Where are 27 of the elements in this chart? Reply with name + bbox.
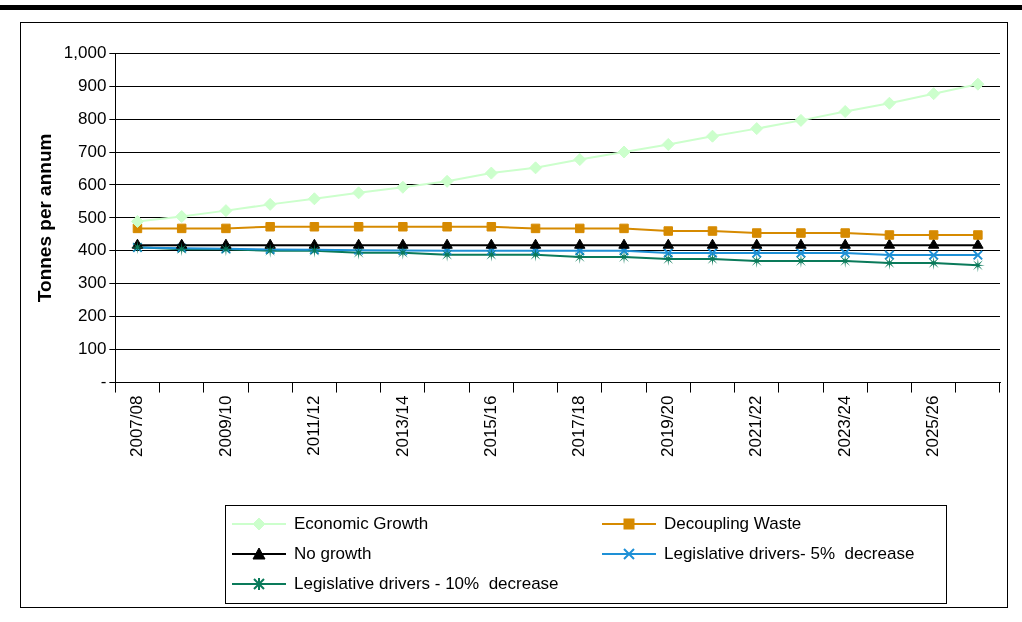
x-tick-label: 2023/24: [834, 395, 854, 457]
legend-label: Legislative drivers- 5% decrease: [664, 544, 915, 564]
legend-label: Decoupling Waste: [664, 514, 802, 534]
y-tick-label: 100: [77, 339, 107, 359]
y-tick-label: 300: [77, 273, 107, 293]
x-tick-label: 2025/26: [923, 395, 943, 457]
x-tick-label: 2007/08: [127, 395, 147, 457]
x-tick-label: 2017/18: [569, 395, 589, 457]
x-tick-label: 2015/16: [481, 395, 501, 457]
x-tick-label: 2013/14: [392, 395, 412, 457]
y-tick-label: 600: [77, 174, 107, 194]
y-tick-label: -: [100, 372, 107, 392]
y-tick-label: 800: [77, 108, 107, 128]
y-tick-label: 200: [77, 306, 107, 326]
x-tick-label: 2009/10: [215, 395, 235, 457]
y-axis-title: Tonnes per annum: [33, 133, 55, 303]
legend-label: No growth: [294, 544, 372, 564]
legend-label: Economic Growth: [294, 514, 429, 534]
x-tick-label: 2019/20: [657, 395, 677, 457]
y-tick-label: 1,000: [63, 42, 107, 62]
y-tick-label: 500: [77, 207, 107, 227]
x-tick-label: 2011/12: [304, 395, 324, 456]
y-tick-label: 700: [77, 141, 107, 161]
y-tick-label: 900: [77, 75, 107, 95]
legend-label: Legislative drivers - 10% decrease: [294, 574, 559, 594]
y-tick-label: 400: [77, 240, 107, 260]
x-tick-label: 2021/22: [746, 395, 766, 457]
